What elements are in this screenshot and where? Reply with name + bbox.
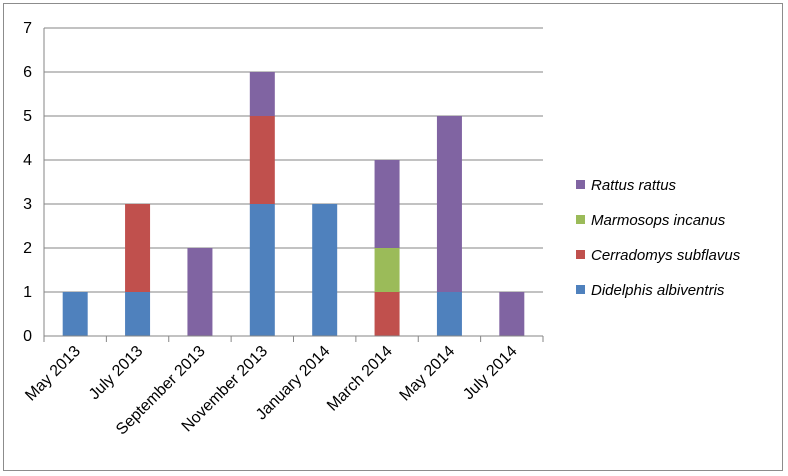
y-tick-label: 0 (23, 328, 32, 345)
y-tick-label: 4 (23, 152, 32, 169)
y-tick-label: 5 (23, 108, 32, 125)
x-tick-label: July 2014 (460, 343, 521, 404)
x-tick-label: May 2013 (22, 343, 84, 405)
y-tick-label: 2 (23, 240, 32, 257)
legend-label: Marmosops incanus (591, 212, 726, 229)
x-tick-label: May 2014 (397, 343, 459, 405)
bar-segment-didelphis-albiventris (62, 292, 88, 336)
x-tick-label: March 2014 (324, 343, 396, 415)
bar-segment-rattus-rattus (249, 72, 275, 116)
legend-swatch (576, 215, 585, 224)
bar-segment-cerradomys-subflavus (125, 204, 151, 292)
bar-segment-rattus-rattus (187, 248, 213, 336)
bar-segment-rattus-rattus (436, 116, 462, 292)
bar-segment-rattus-rattus (499, 292, 525, 336)
bar-segment-marmosops-incanus (374, 248, 400, 292)
bar-segment-didelphis-albiventris (312, 204, 338, 336)
bar-segment-didelphis-albiventris (436, 292, 462, 336)
legend-label: Cerradomys subflavus (591, 247, 741, 264)
y-tick-label: 7 (23, 20, 32, 37)
bar-segment-rattus-rattus (374, 160, 400, 248)
bar-segment-cerradomys-subflavus (374, 292, 400, 336)
legend-swatch (576, 180, 585, 189)
x-tick-label: July 2013 (86, 343, 147, 404)
y-tick-label: 3 (23, 196, 32, 213)
y-tick-label: 1 (23, 284, 32, 301)
legend-label: Rattus rattus (591, 177, 677, 194)
legend-swatch (576, 285, 585, 294)
legend-label: Didelphis albiventris (591, 282, 725, 299)
bar-segment-cerradomys-subflavus (249, 116, 275, 204)
y-tick-label: 6 (23, 64, 32, 81)
bar-segment-didelphis-albiventris (125, 292, 151, 336)
bar-segment-didelphis-albiventris (249, 204, 275, 336)
legend-swatch (576, 250, 585, 259)
